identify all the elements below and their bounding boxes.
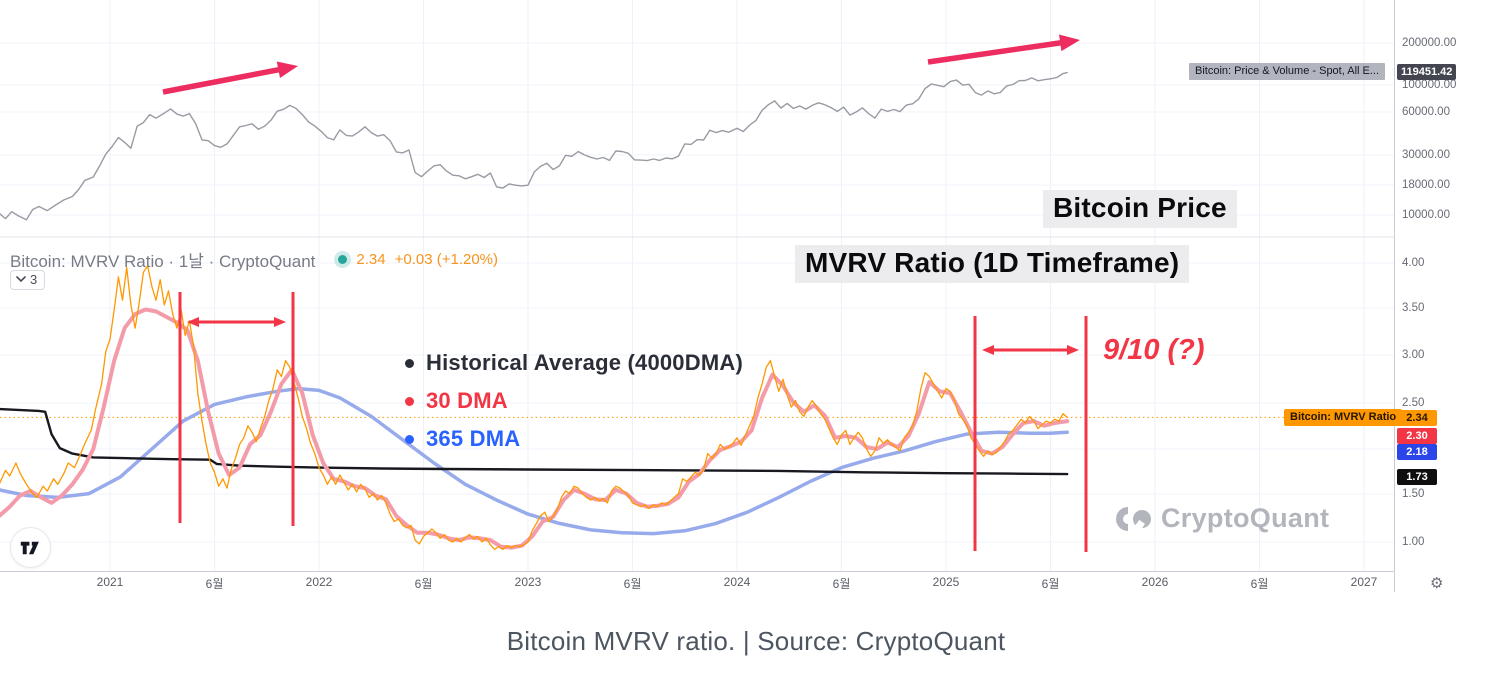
image-caption: Bitcoin MVRV ratio. | Source: CryptoQuan…: [506, 626, 1006, 656]
watermark-text: CryptoQuant: [1161, 503, 1330, 533]
time-tick-label: 6월: [414, 577, 433, 591]
price-axis-label: 100000.00: [1402, 79, 1457, 91]
cryptoquant-logo-icon: [1116, 506, 1151, 531]
time-tick-label: 6월: [1041, 577, 1060, 591]
price-axis-label: 60000.00: [1402, 106, 1450, 118]
last-price-badge: 119451.42: [1397, 64, 1457, 80]
cryptoquant-watermark: CryptoQuant: [1115, 503, 1329, 534]
arrowhead-icon: [1067, 344, 1079, 356]
mvrv-heading: MVRV Ratio (1D Timeframe): [795, 245, 1190, 283]
indicator-title: Bitcoin: MVRV Ratio · 1날 · CryptoQuant: [10, 252, 316, 271]
arrowhead-icon: [1059, 34, 1080, 52]
mvrv-axis-label: 1.50: [1402, 488, 1425, 500]
legend: Historical Average (4000DMA) 30 DMA 365 …: [405, 344, 743, 458]
tradingview-logo[interactable]: [10, 527, 51, 568]
bullet-icon: [405, 358, 414, 368]
time-tick-label: 6월: [832, 577, 851, 591]
mvrv-series-badge: Bitcoin: MVRV Ratio: [1284, 409, 1403, 426]
annotation-trend-arrow: [927, 38, 1069, 65]
time-tick-label: 2024: [723, 575, 751, 589]
tradingview-logo-icon: [20, 541, 39, 554]
price-axis-label: 200000.00: [1402, 37, 1457, 49]
time-axis[interactable]: 2021 6월 2022 6월 2023 6월 2024 6월 2025 6월 2026 6월 2027: [0, 572, 1395, 592]
time-tick-label: 2026: [1141, 575, 1169, 589]
series-mvrv-4000dma-historical-average: [0, 407, 1069, 476]
mvrv-axis-label: 3.50: [1402, 302, 1425, 314]
tradingview-chart[interactable]: 300000.00 200000.00 100000.00 60000.00 30000…: [0, 0, 1512, 592]
arrowhead-icon: [276, 61, 298, 79]
legend-label: 30 DMA: [426, 388, 508, 413]
legend-label: Historical Average (4000DMA): [426, 350, 743, 375]
time-tick-label: 2023: [514, 575, 542, 589]
price-axis-label: 18000.00: [1402, 179, 1450, 191]
time-tick-label: 6월: [205, 577, 224, 591]
mvrv-axis-label: 3.00: [1402, 349, 1425, 361]
time-tick-label: 6월: [1250, 577, 1269, 591]
arrowhead-icon: [274, 316, 286, 328]
series-mvrv-30dma: [0, 307, 1070, 550]
time-tick-label: 2022: [305, 575, 333, 589]
mvrv-axis-label: 4.00: [1402, 257, 1425, 269]
price-axis-label: 30000.00: [1402, 149, 1450, 161]
legend-item-30dma: 30 DMA: [405, 382, 743, 420]
mvrv-value-badge: 1.73: [1397, 469, 1437, 485]
bullet-icon: [405, 434, 414, 444]
time-tick-label: 2021: [96, 575, 124, 589]
collapse-indicators-chip[interactable]: 3: [10, 270, 46, 290]
cycle-count-annotation: 9/10 (?): [1103, 334, 1205, 366]
annotation-trend-arrow: [162, 65, 287, 95]
market-status-icon[interactable]: [338, 255, 348, 264]
axis-settings-gear-icon[interactable]: ⚙: [1430, 575, 1444, 592]
time-tick-label: 6월: [623, 577, 642, 591]
symbol-crosshair-badge: Bitcoin: Price & Volume - Spot, All E...: [1189, 63, 1386, 80]
series-mvrv-ratio-raw: [0, 265, 1068, 551]
mvrv-value-badge: 2.34: [1397, 410, 1437, 426]
indicator-change: +0.03 (+1.20%): [394, 251, 498, 268]
mvrv-value-badge: 2.30: [1397, 428, 1437, 444]
mvrv-axis-label: 2.50: [1402, 397, 1425, 409]
time-tick-label: 2025: [932, 575, 960, 589]
chip-count: 3: [30, 272, 38, 287]
price-axis-label: 10000.00: [1402, 209, 1450, 221]
plot-area[interactable]: [0, 0, 1395, 592]
indicator-title-row[interactable]: Bitcoin: MVRV Ratio · 1날 · CryptoQuant 2…: [10, 247, 498, 272]
legend-item-historical-average: Historical Average (4000DMA): [405, 344, 743, 382]
arrowhead-icon: [187, 316, 199, 328]
mvrv-value-badge: 2.18: [1397, 444, 1437, 460]
price-axis-label: 300000.00: [1402, 0, 1456, 1]
time-tick-label: 2027: [1350, 575, 1378, 589]
bullet-icon: [405, 396, 414, 406]
series-btc-price-usd: [0, 71, 1068, 221]
price-axis[interactable]: 300000.00 200000.00 100000.00 60000.00 30000…: [1396, 0, 1464, 592]
chevron-down-icon: [16, 276, 26, 283]
legend-item-365dma: 365 DMA: [405, 420, 743, 458]
legend-label: 365 DMA: [426, 426, 521, 451]
bitcoin-price-heading: Bitcoin Price: [1043, 190, 1237, 228]
arrowhead-icon: [982, 344, 994, 356]
mvrv-axis-label: 1.00: [1402, 536, 1425, 548]
indicator-last-value: 2.34: [356, 251, 386, 268]
series-mvrv-365dma: [0, 386, 1069, 536]
